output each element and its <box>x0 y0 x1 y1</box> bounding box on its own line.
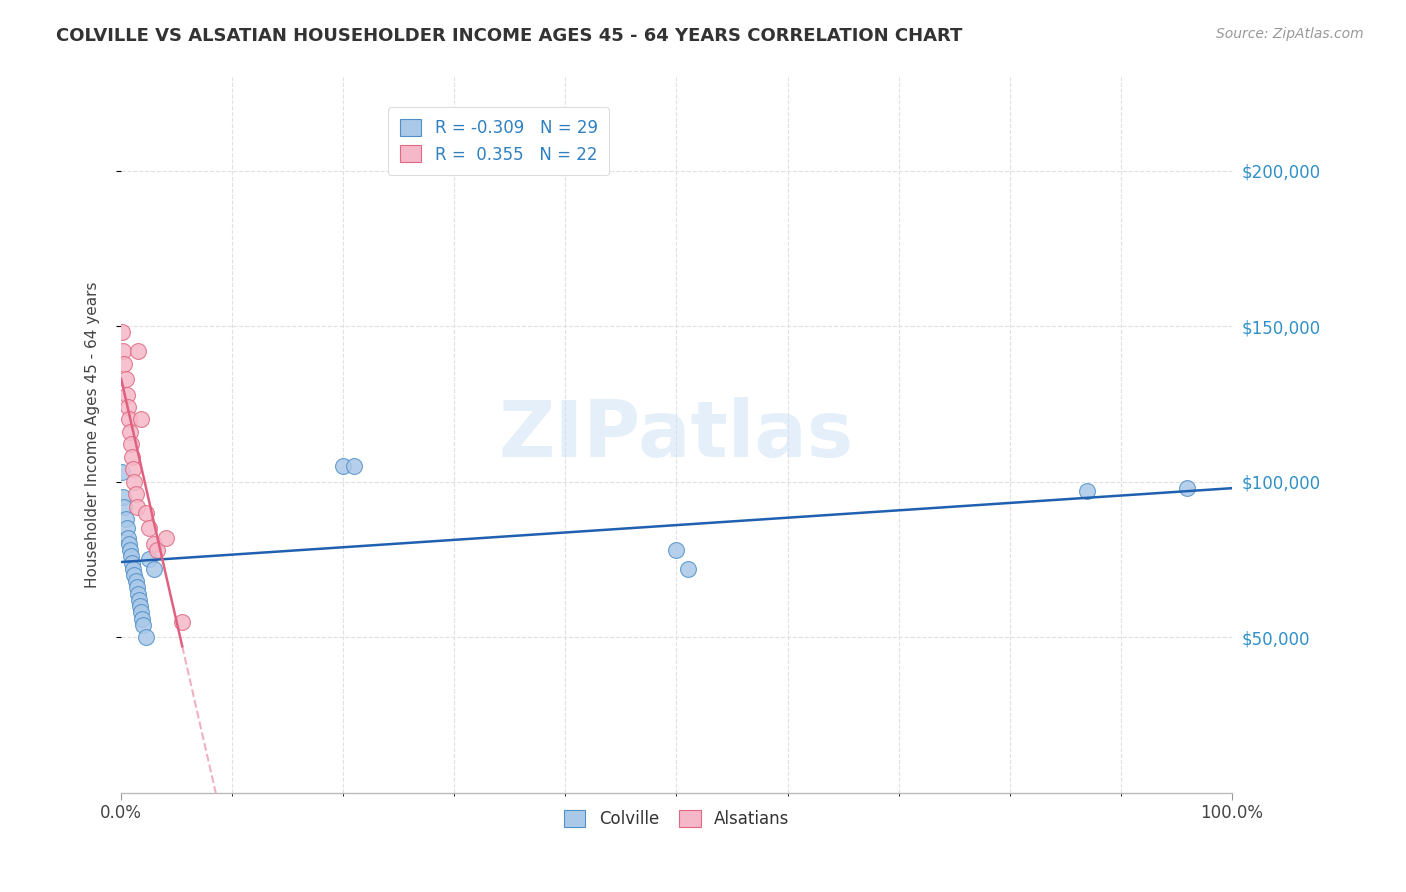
Point <box>125 581 148 595</box>
Point <box>143 537 166 551</box>
Point <box>120 549 142 564</box>
Point <box>131 611 153 625</box>
Point <box>129 599 152 613</box>
Point <box>121 556 143 570</box>
Point <box>155 531 177 545</box>
Text: COLVILLE VS ALSATIAN HOUSEHOLDER INCOME AGES 45 - 64 YEARS CORRELATION CHART: COLVILLE VS ALSATIAN HOUSEHOLDER INCOME … <box>56 27 963 45</box>
Y-axis label: Householder Income Ages 45 - 64 years: Householder Income Ages 45 - 64 years <box>86 282 100 589</box>
Point <box>118 537 141 551</box>
Point <box>128 592 150 607</box>
Point <box>172 615 194 629</box>
Point <box>115 387 138 401</box>
Point <box>122 462 145 476</box>
Point <box>332 459 354 474</box>
Point <box>135 506 157 520</box>
Point <box>143 562 166 576</box>
Point <box>343 459 366 474</box>
Point <box>117 400 139 414</box>
Point <box>676 562 699 576</box>
Legend: Colville, Alsatians: Colville, Alsatians <box>557 803 796 834</box>
Point <box>129 605 152 619</box>
Point <box>111 326 134 340</box>
Point <box>115 521 138 535</box>
Point <box>129 412 152 426</box>
Point <box>665 543 688 558</box>
Point <box>138 552 160 566</box>
Point <box>124 475 146 489</box>
Point <box>121 450 143 464</box>
Point <box>138 521 160 535</box>
Point <box>112 490 135 504</box>
Point <box>114 357 136 371</box>
Point <box>122 562 145 576</box>
Point <box>125 500 148 514</box>
Point <box>118 412 141 426</box>
Point <box>1177 481 1199 495</box>
Point <box>114 500 136 514</box>
Point <box>114 372 136 386</box>
Point <box>118 425 141 439</box>
Point <box>117 531 139 545</box>
Point <box>1076 483 1098 498</box>
Point <box>124 574 146 589</box>
Point <box>114 512 136 526</box>
Text: ZIPatlas: ZIPatlas <box>499 397 853 473</box>
Point <box>124 568 146 582</box>
Point <box>111 466 134 480</box>
Point <box>135 630 157 644</box>
Point <box>127 587 149 601</box>
Point <box>112 344 135 359</box>
Point <box>120 437 142 451</box>
Point <box>124 487 146 501</box>
Point <box>145 543 167 558</box>
Point <box>127 344 149 359</box>
Point <box>118 543 141 558</box>
Point <box>132 617 155 632</box>
Text: Source: ZipAtlas.com: Source: ZipAtlas.com <box>1216 27 1364 41</box>
